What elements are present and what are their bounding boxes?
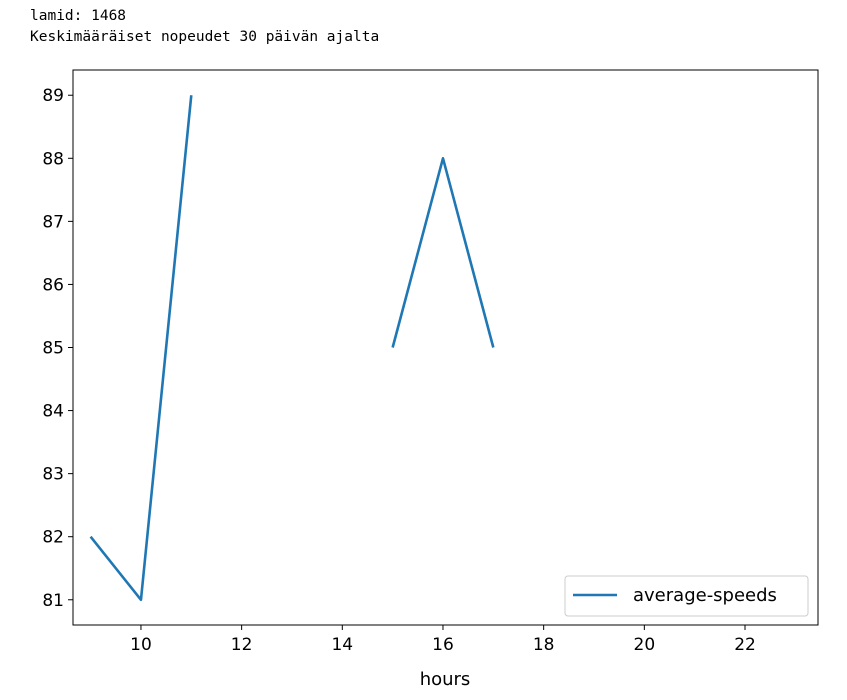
y-tick-label: 81 (42, 591, 64, 611)
y-tick-label: 82 (42, 528, 64, 548)
legend: average-speeds (564, 575, 809, 617)
x-tick-label: 20 (634, 635, 656, 655)
x-tick-label: 22 (734, 635, 756, 655)
series-line-segment (391, 157, 495, 348)
y-tick-label: 87 (42, 212, 64, 232)
legend-box (564, 575, 809, 617)
x-axis: 10 12 14 16 18 20 22 (130, 625, 756, 655)
y-tick-label: 89 (42, 86, 64, 106)
description-line: Keskimääräiset nopeudet 30 päivän ajalta (30, 29, 380, 45)
legend-label: average-speeds (633, 585, 777, 606)
plot-frame (72, 69, 819, 626)
y-tick-label: 85 (42, 339, 64, 359)
y-tick-label: 86 (42, 275, 64, 295)
x-tick-label: 18 (533, 635, 555, 655)
series-layer (89, 95, 495, 602)
cell-output-text: lamid: 1468 Keskimääräiset nopeudet 30 p… (30, 6, 379, 48)
lamid-line: lamid: 1468 (30, 8, 127, 24)
y-tick-label: 84 (42, 402, 64, 422)
x-axis-label: hours (420, 669, 471, 690)
x-tick-label: 12 (231, 635, 253, 655)
y-tick-label: 83 (42, 465, 64, 485)
y-tick-label: 88 (42, 149, 64, 169)
x-tick-label: 14 (331, 635, 353, 655)
x-tick-label: 10 (130, 635, 152, 655)
x-tick-label: 16 (432, 635, 454, 655)
series-line-segment (89, 95, 193, 602)
plot-background (73, 70, 818, 625)
y-axis: 81 82 83 84 85 86 87 88 89 (42, 86, 73, 611)
